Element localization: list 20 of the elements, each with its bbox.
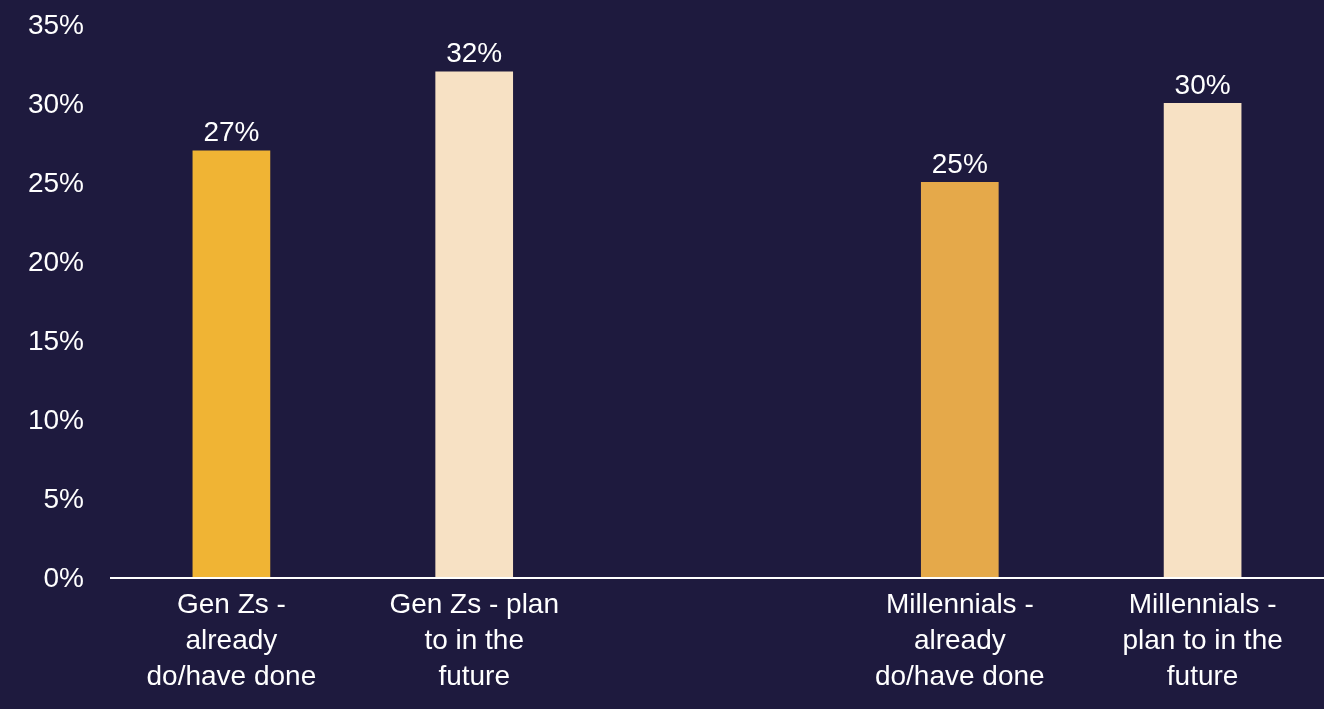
data-label: 32% xyxy=(446,37,503,69)
data-label: 30% xyxy=(1174,69,1231,100)
y-tick-label: 15% xyxy=(27,324,84,356)
bar xyxy=(1163,103,1242,577)
y-tick-label: 25% xyxy=(27,166,84,198)
data-label: 27% xyxy=(203,116,260,148)
y-tick-label: 35% xyxy=(27,8,84,40)
y-tick-label: 0% xyxy=(43,561,84,593)
x-tick-label: Millennials - plan to in the future xyxy=(1122,587,1283,692)
y-tick-label: 20% xyxy=(27,245,84,277)
x-tick-label: Gen Zs - already do/have done xyxy=(146,587,317,692)
y-tick-label: 30% xyxy=(27,87,84,119)
bar xyxy=(192,150,271,577)
y-tick-label: 5% xyxy=(43,482,84,514)
x-tick-label: Gen Zs - plan to in the future xyxy=(389,587,560,692)
bar xyxy=(920,182,999,577)
x-tick-label: Millennials - already do/have done xyxy=(874,587,1045,692)
bar xyxy=(435,71,514,577)
y-tick-label: 10% xyxy=(27,403,84,435)
data-label: 25% xyxy=(931,148,988,179)
